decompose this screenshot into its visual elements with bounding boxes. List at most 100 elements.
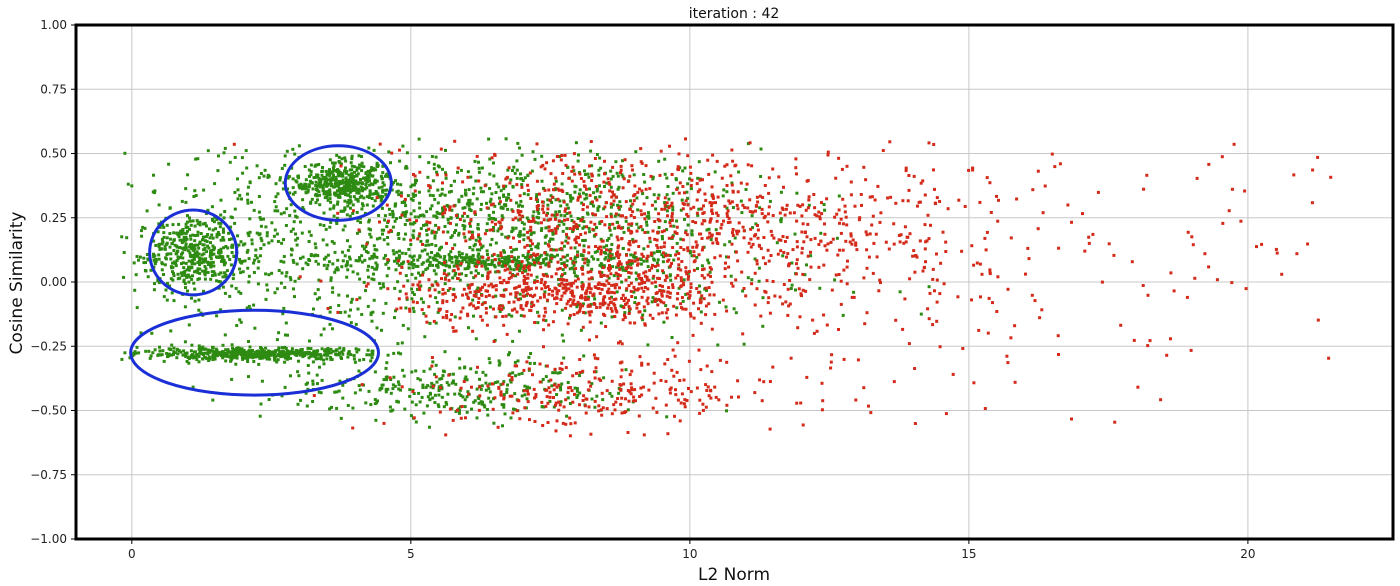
data-point <box>277 348 280 352</box>
data-point <box>347 178 351 182</box>
data-point <box>216 169 220 173</box>
data-point <box>484 381 488 385</box>
data-point <box>578 243 581 247</box>
data-point <box>607 259 610 263</box>
data-point <box>638 310 642 314</box>
data-point <box>135 306 139 310</box>
data-point <box>441 292 445 296</box>
data-point <box>459 416 463 420</box>
data-point <box>478 242 482 246</box>
data-point <box>500 225 504 229</box>
data-point <box>676 267 680 271</box>
data-point <box>519 297 522 301</box>
data-point <box>491 382 494 386</box>
data-point <box>355 191 359 195</box>
data-point <box>411 306 415 310</box>
data-point <box>467 204 471 208</box>
data-point <box>541 207 545 211</box>
data-point <box>527 257 531 260</box>
data-point <box>569 197 573 201</box>
data-point <box>374 261 378 265</box>
data-point <box>518 240 521 244</box>
data-point <box>524 286 528 290</box>
data-point <box>380 185 384 189</box>
data-point <box>547 229 551 233</box>
data-point <box>794 288 797 292</box>
data-point <box>262 217 265 221</box>
data-point <box>686 277 690 281</box>
data-point <box>684 292 688 296</box>
data-point <box>571 291 575 295</box>
data-point <box>162 295 166 299</box>
data-point <box>398 159 402 163</box>
data-point <box>373 398 377 401</box>
data-point <box>459 394 463 397</box>
data-point <box>446 230 450 234</box>
data-point <box>599 275 603 278</box>
data-point <box>274 349 278 353</box>
data-point <box>529 197 533 200</box>
data-point <box>574 260 578 264</box>
data-point <box>382 238 386 242</box>
data-point <box>535 279 539 283</box>
data-point <box>375 161 379 165</box>
data-point <box>730 148 734 152</box>
data-point <box>809 238 813 242</box>
data-point <box>382 285 386 289</box>
data-point <box>495 182 499 186</box>
data-point <box>386 260 390 264</box>
data-point <box>408 394 412 398</box>
data-point <box>644 270 648 274</box>
data-point <box>721 194 725 198</box>
data-point <box>586 388 590 392</box>
data-point <box>640 295 644 299</box>
data-point <box>341 191 345 195</box>
data-point <box>643 180 647 184</box>
data-point <box>713 170 717 174</box>
data-point <box>354 197 358 201</box>
data-point <box>532 210 536 214</box>
data-point <box>540 287 544 291</box>
data-point <box>687 270 691 273</box>
data-point <box>473 159 477 163</box>
data-point <box>418 254 422 258</box>
data-point <box>551 159 555 163</box>
data-point <box>449 250 453 254</box>
data-point <box>466 214 470 218</box>
data-point <box>595 249 599 253</box>
data-point <box>180 274 184 278</box>
data-point <box>542 211 546 215</box>
data-point <box>620 297 624 300</box>
data-point <box>247 257 251 261</box>
data-point <box>341 259 345 263</box>
data-point <box>506 383 509 387</box>
data-point <box>809 254 813 258</box>
data-point <box>519 314 523 318</box>
data-point <box>168 245 172 249</box>
data-point <box>381 232 384 236</box>
data-point <box>723 267 727 271</box>
data-point <box>609 215 613 219</box>
data-point <box>241 270 245 274</box>
data-point <box>500 259 504 263</box>
data-point <box>521 307 525 311</box>
data-point <box>207 246 211 250</box>
data-point <box>609 205 613 209</box>
data-point <box>369 313 373 317</box>
data-point <box>214 350 218 354</box>
data-point <box>511 228 515 232</box>
data-point <box>285 349 289 353</box>
data-point <box>207 227 211 231</box>
data-point <box>598 264 602 267</box>
data-point <box>542 218 546 222</box>
data-point <box>433 234 437 238</box>
data-point <box>562 291 566 295</box>
data-point <box>659 149 663 153</box>
data-point <box>458 409 461 413</box>
data-point <box>205 250 209 254</box>
data-point <box>437 227 440 231</box>
data-point <box>437 261 441 264</box>
data-point <box>144 269 148 273</box>
data-point <box>710 234 713 238</box>
data-point <box>477 408 481 412</box>
